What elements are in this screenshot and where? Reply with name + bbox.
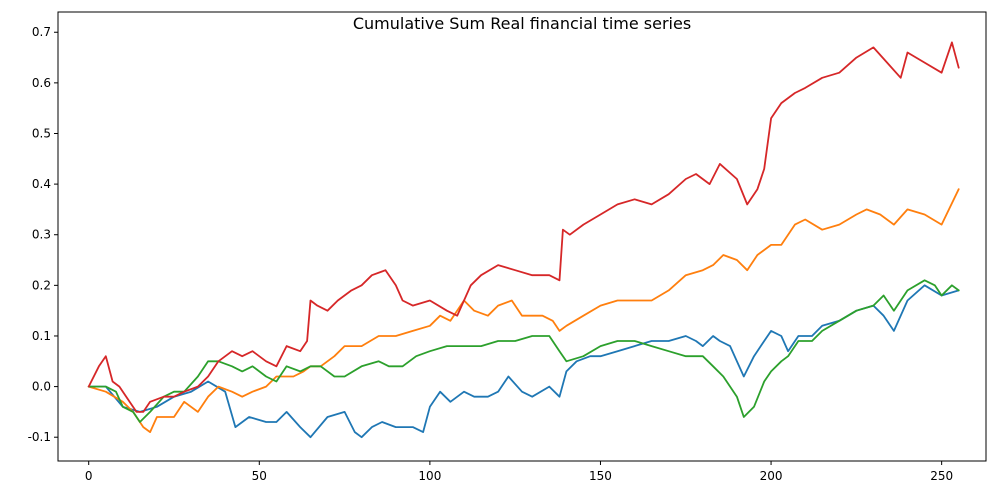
y-tick-label: 0.1: [32, 329, 51, 343]
y-tick-label: 0.0: [32, 380, 51, 394]
x-tick-label: 250: [930, 469, 953, 483]
series-line-2: [87, 188, 960, 433]
y-tick-label: -0.1: [28, 430, 51, 444]
y-tick-label: 0.5: [32, 126, 51, 140]
x-tick-label: 50: [252, 469, 267, 483]
series-line-3: [87, 279, 960, 423]
y-tick-label: 0.6: [32, 76, 51, 90]
y-tick-label: 0.4: [32, 177, 51, 191]
x-tick-label: 100: [418, 469, 441, 483]
plot-area: [87, 41, 960, 439]
axes-frame: [57, 11, 987, 462]
series-line-1: [87, 284, 960, 439]
x-tick-label: 200: [760, 469, 783, 483]
y-tick-label: 0.7: [32, 25, 51, 39]
y-tick-label: 0.3: [32, 228, 51, 242]
chart-title: Cumulative Sum Real financial time serie…: [353, 14, 691, 33]
y-tick-label: 0.2: [32, 278, 51, 292]
series-line-4: [87, 41, 960, 413]
x-tick-label: 0: [85, 469, 93, 483]
x-axis: 0 50 100 150 200 250: [85, 461, 953, 483]
x-tick-label: 150: [589, 469, 612, 483]
y-axis: -0.1 0.0 0.1 0.2 0.3 0.4 0.5 0.6 0.7: [28, 25, 58, 444]
